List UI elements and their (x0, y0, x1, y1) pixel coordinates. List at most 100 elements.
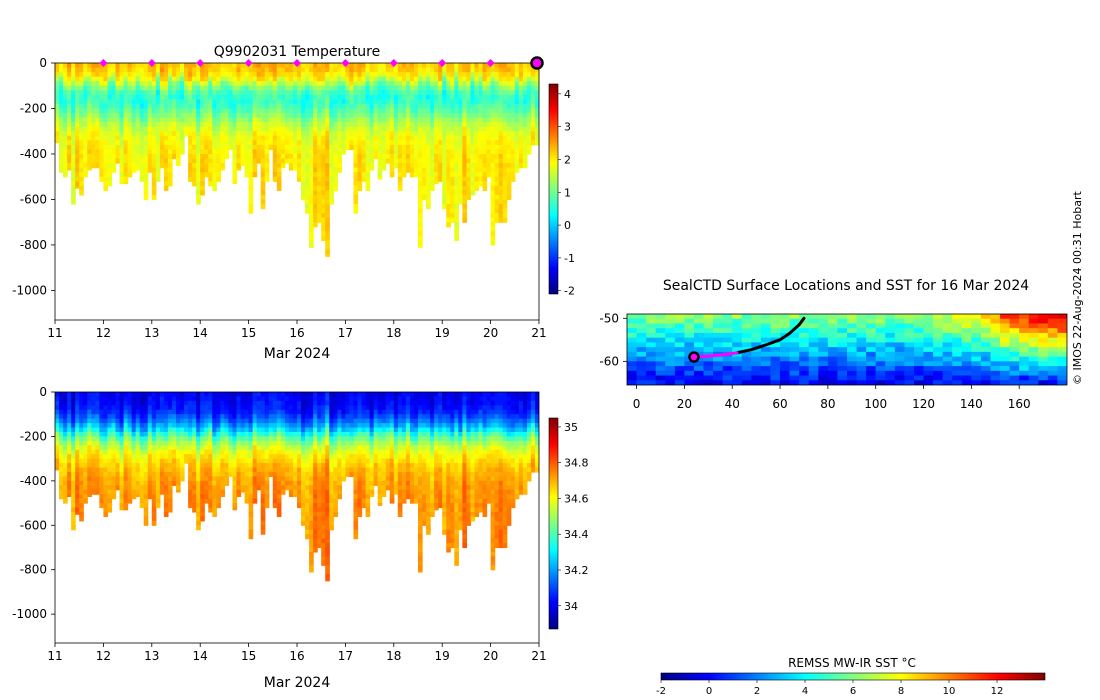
profile-cell (301, 414, 306, 420)
profile-cell (313, 81, 318, 87)
profile-cell (119, 400, 125, 406)
profile-cell (272, 131, 278, 137)
profile-cell (208, 476, 213, 482)
profile-cell (305, 208, 310, 214)
profile-cell (176, 445, 181, 451)
profile-cell (474, 135, 480, 141)
profile-cell (313, 547, 318, 553)
profile-cell (305, 498, 310, 504)
profile-cell (272, 445, 278, 451)
profile-cell (349, 113, 355, 119)
profile-cell (280, 427, 286, 433)
profile-cell (99, 396, 104, 402)
profile-cell (176, 94, 181, 100)
profile-cell (163, 167, 169, 173)
profile-cell (422, 76, 427, 82)
profile-cell (248, 204, 254, 210)
profile-cell (55, 131, 60, 137)
profile-cell (131, 122, 137, 128)
profile-cell (103, 507, 109, 513)
profile-cell (450, 153, 455, 160)
profile-cell (119, 144, 125, 151)
profile-cell (418, 131, 423, 137)
profile-cell (458, 67, 463, 73)
profile-cell (321, 149, 326, 155)
profile-cell (208, 463, 213, 469)
profile-cell (79, 185, 84, 191)
profile-cell (393, 103, 399, 110)
profile-cell (470, 85, 476, 91)
profile-cell (151, 503, 157, 509)
profile-cell (176, 135, 181, 141)
profile-cell (248, 463, 254, 469)
profile-cell (373, 135, 379, 141)
profile-cell (272, 172, 278, 178)
profile-cell (127, 63, 133, 69)
profile-cell (143, 471, 149, 477)
profile-cell (83, 135, 88, 141)
profile-cell (127, 131, 133, 137)
profile-cell (87, 405, 92, 411)
profile-cell (147, 423, 153, 429)
profile-cell (59, 67, 64, 73)
profile-cell (248, 392, 254, 398)
profile-cell (131, 103, 137, 110)
profile-cell (426, 185, 431, 191)
profile-cell (212, 507, 217, 513)
profile-cell (301, 117, 306, 123)
profile-cell (462, 149, 467, 155)
profile-cell (418, 199, 423, 205)
profile-cell (341, 117, 346, 123)
profile-cell (305, 194, 310, 201)
profile-cell (171, 449, 177, 455)
profile-cell (478, 158, 484, 164)
profile-cell (309, 538, 314, 544)
profile-cell (192, 507, 197, 513)
profile-cell (220, 405, 225, 411)
profile-cell (317, 131, 322, 137)
profile-cell (212, 436, 217, 442)
profile-cell (71, 494, 76, 500)
profile-cell (240, 135, 246, 141)
profile-cell (119, 494, 125, 500)
profile-cell (442, 63, 447, 69)
profile-cell (127, 476, 133, 482)
profile-cell (301, 476, 306, 482)
profile-cell (522, 67, 528, 73)
profile-cell (232, 131, 238, 137)
profile-cell (107, 471, 113, 477)
profile-cell (297, 418, 302, 424)
profile-cell (127, 498, 133, 504)
profile-cell (309, 194, 314, 201)
profile-cell (297, 163, 302, 169)
profile-cell (442, 140, 447, 146)
profile-cell (450, 172, 455, 178)
profile-cell (224, 423, 230, 429)
profile-cell (297, 458, 302, 464)
profile-cell (87, 140, 92, 146)
profile-cell (422, 113, 427, 119)
profile-cell (232, 436, 238, 442)
profile-cell (385, 149, 391, 155)
profile-cell (305, 190, 310, 196)
profile-cell (59, 167, 64, 173)
profile-cell (71, 476, 76, 482)
profile-cell (474, 131, 480, 137)
profile-cell (309, 560, 314, 566)
profile-cell (208, 480, 213, 486)
profile-cell (510, 176, 516, 182)
profile-cell (59, 449, 64, 455)
profile-cell (353, 194, 359, 201)
profile-cell (272, 126, 278, 132)
profile-cell (470, 185, 476, 191)
profile-cell (454, 172, 459, 178)
profile-cell (341, 140, 346, 146)
profile-cell (313, 117, 318, 123)
profile-cell (284, 140, 290, 146)
profile-cell (426, 158, 431, 164)
profile-cell (333, 99, 338, 105)
profile-cell (482, 135, 488, 141)
profile-cell (107, 423, 113, 429)
profile-cell (67, 167, 72, 171)
profile-cell (176, 392, 181, 398)
